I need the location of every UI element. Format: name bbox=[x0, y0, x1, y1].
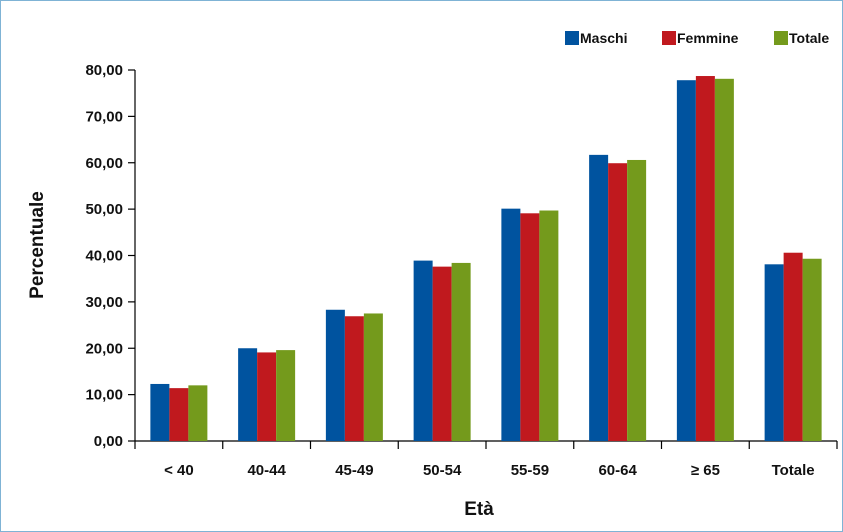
bar-maschi-7 bbox=[764, 264, 784, 441]
legend-swatch-maschi bbox=[565, 31, 579, 45]
bars bbox=[150, 76, 822, 441]
legend-label-femmine: Femmine bbox=[677, 30, 739, 46]
x-axis: < 40 40-44 45-49 50-54 55-59 60-64 ≥ 65 Totale bbox=[134, 440, 838, 479]
bar-maschi-3 bbox=[413, 260, 433, 441]
y-tick-label: 80,00 bbox=[85, 62, 123, 79]
y-tick-label: 50,00 bbox=[85, 201, 123, 218]
x-axis-title: Età bbox=[464, 499, 494, 520]
x-tick-label: 60-64 bbox=[598, 462, 637, 479]
y-tick-label: 20,00 bbox=[85, 340, 123, 357]
y-tick-label: 70,00 bbox=[85, 108, 123, 125]
y-axis-title: Percentuale bbox=[27, 191, 48, 299]
bar-maschi-6 bbox=[676, 80, 696, 441]
bar-maschi-0 bbox=[150, 383, 170, 441]
bar-maschi-1 bbox=[238, 348, 258, 441]
bar-totale-3 bbox=[451, 262, 471, 441]
legend-swatch-totale bbox=[774, 31, 788, 45]
y-tick-label: 10,00 bbox=[85, 387, 123, 404]
x-tick-label: 45-49 bbox=[335, 462, 373, 479]
y-tick-label: 60,00 bbox=[85, 155, 123, 172]
legend-label-maschi: Maschi bbox=[580, 30, 627, 46]
x-tick-label: 55-59 bbox=[511, 462, 549, 479]
legend-swatch-femmine bbox=[662, 31, 676, 45]
bar-totale-1 bbox=[276, 350, 296, 441]
bar-femmine-1 bbox=[257, 352, 277, 441]
bar-femmine-7 bbox=[783, 252, 803, 441]
bar-totale-4 bbox=[539, 210, 559, 441]
bar-totale-7 bbox=[802, 258, 822, 441]
x-tick-label: 40-44 bbox=[247, 462, 286, 479]
x-tick-label: 50-54 bbox=[423, 462, 462, 479]
bar-totale-5 bbox=[627, 159, 647, 441]
y-tick-label: 30,00 bbox=[85, 294, 123, 311]
y-tick-label: 0,00 bbox=[94, 433, 123, 450]
bar-femmine-6 bbox=[695, 76, 715, 441]
x-tick-label: < 40 bbox=[164, 462, 194, 479]
bar-totale-0 bbox=[188, 385, 208, 441]
bar-femmine-0 bbox=[169, 388, 189, 441]
bar-totale-2 bbox=[363, 313, 383, 441]
bar-totale-6 bbox=[714, 78, 734, 441]
bar-maschi-5 bbox=[589, 154, 609, 441]
bar-femmine-2 bbox=[344, 316, 364, 441]
x-tick-label: Totale bbox=[772, 462, 815, 479]
legend-label-totale: Totale bbox=[789, 30, 829, 46]
chart-legend: Maschi Femmine Totale bbox=[565, 30, 829, 46]
bar-femmine-5 bbox=[608, 163, 628, 441]
x-tick-label: ≥ 65 bbox=[691, 462, 720, 479]
bar-femmine-4 bbox=[520, 213, 540, 441]
bar-maschi-2 bbox=[325, 309, 345, 441]
y-tick-label: 40,00 bbox=[85, 248, 123, 265]
y-axis: 0,00 10,00 20,00 30,00 40,00 50,00 60,00 70,00 8… bbox=[85, 62, 136, 450]
bar-femmine-3 bbox=[432, 266, 452, 441]
bar-maschi-4 bbox=[501, 208, 521, 441]
